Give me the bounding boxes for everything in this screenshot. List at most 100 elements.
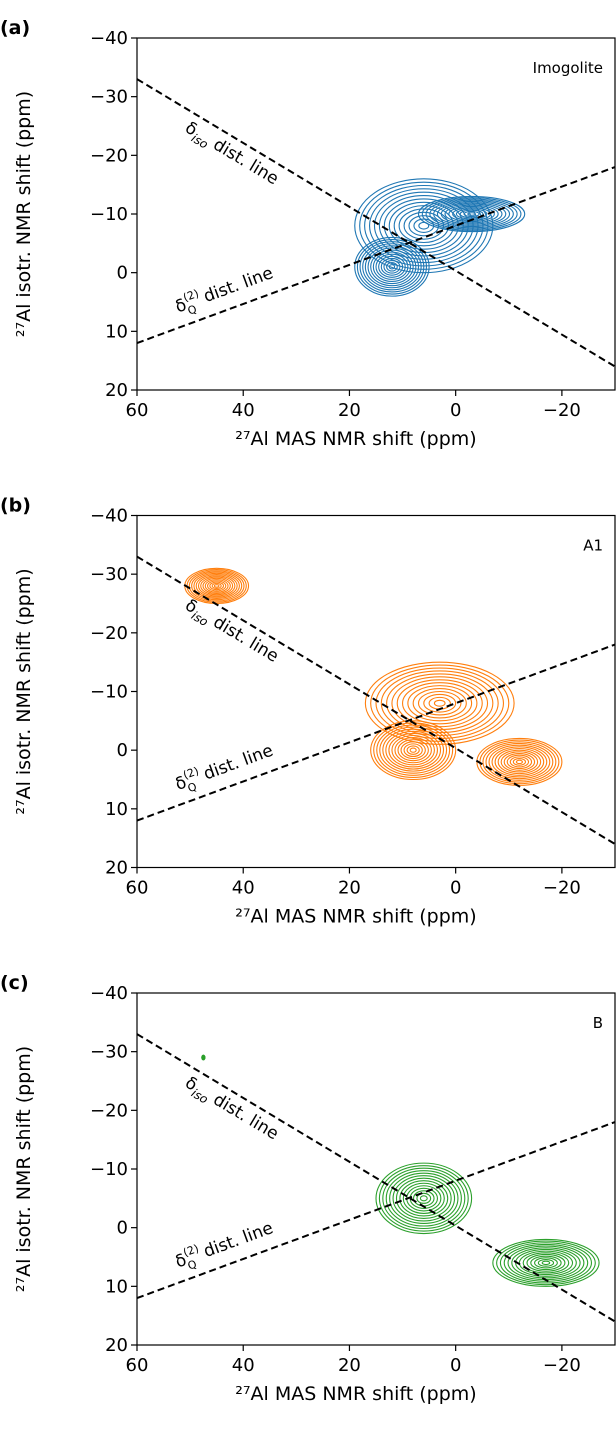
distribution-line [137, 643, 615, 822]
contour-level [403, 743, 423, 758]
contour-level [416, 1192, 432, 1204]
contour-level [383, 259, 401, 274]
x-tick-label: −20 [543, 400, 581, 421]
contour-level [499, 1242, 593, 1284]
contour-level [380, 670, 499, 737]
y-tick-label: −40 [90, 28, 128, 49]
contour-level [534, 1257, 558, 1269]
x-tick-label: 40 [232, 878, 255, 899]
contour-level [407, 685, 473, 722]
contour-level [367, 247, 417, 287]
x-tick-label: −20 [543, 878, 581, 899]
y-tick-label: 0 [117, 263, 128, 284]
panel-label: (c) [0, 972, 29, 994]
contour-level [459, 209, 484, 219]
contour-level [444, 204, 499, 224]
contour-level [211, 582, 222, 589]
line-label: δiso dist. line [180, 1073, 282, 1147]
contour-level [354, 236, 430, 297]
y-tick-label: 0 [117, 1218, 128, 1239]
label-sub: Q [186, 302, 199, 317]
contour-level [433, 200, 511, 228]
contour-level [389, 1172, 459, 1225]
x-tick-label: 0 [450, 1355, 461, 1376]
label-rest: dist. line [205, 132, 282, 189]
line-label: δiso dist. line [180, 595, 282, 669]
contour-level [394, 737, 432, 764]
contour-level [526, 1253, 566, 1272]
contour-level [409, 747, 417, 753]
contour-level [463, 210, 480, 218]
contour-level [191, 571, 243, 601]
contour-level [537, 1258, 555, 1267]
contour-level [197, 575, 236, 597]
contour-level [388, 264, 396, 270]
contour-level [195, 574, 238, 598]
contour-level [503, 1243, 589, 1282]
x-axis-label: ²⁷Al MAS NMR shift (ppm) [235, 906, 476, 928]
y-tick-label: −20 [90, 623, 128, 644]
line-label: δ(2)Q dist. line [172, 1215, 278, 1276]
contour-level [485, 742, 554, 781]
contour-level [364, 245, 420, 289]
y-tick-label: 20 [105, 1335, 128, 1356]
contour-level [511, 1247, 581, 1279]
contour-level [425, 198, 518, 230]
contour-level [496, 1240, 596, 1286]
distribution-line [137, 78, 615, 368]
annotation: Imogolite [533, 59, 603, 77]
contour-level [380, 257, 404, 276]
contour-level [419, 1195, 428, 1202]
contour-level [467, 212, 476, 216]
label-sub: Q [186, 1257, 199, 1272]
distribution-line [137, 166, 615, 345]
y-tick-label: 10 [105, 321, 128, 342]
x-tick-label: 20 [338, 400, 361, 421]
y-tick-label: 10 [105, 799, 128, 820]
contour-level [372, 251, 412, 283]
contour-level [376, 724, 451, 776]
x-tick-label: 0 [450, 400, 461, 421]
contour-level [506, 754, 533, 770]
contour-level [385, 730, 442, 770]
contour-level [402, 1182, 445, 1214]
y-tick-label: −10 [90, 682, 128, 703]
contour-level [382, 1167, 466, 1230]
contour-level [397, 739, 429, 762]
plot-area [137, 78, 615, 368]
contour-level [423, 693, 457, 713]
contour-level [193, 572, 240, 600]
line-label: δ(2)Q dist. line [172, 260, 278, 321]
plot-area [137, 555, 615, 845]
plot-area [137, 1033, 615, 1323]
contour-level [386, 262, 398, 272]
y-tick-label: 20 [105, 858, 128, 879]
contour-level [512, 757, 527, 766]
contour-level [370, 249, 414, 285]
distribution-line [137, 1121, 615, 1300]
contour-level [188, 570, 245, 602]
contour-level [509, 756, 530, 768]
y-tick-label: 0 [117, 740, 128, 761]
y-axis-label: ²⁷Al isotr. NMR shift (ppm) [13, 1046, 35, 1292]
label-sup: (2) [181, 764, 200, 782]
contour-level [399, 1180, 449, 1217]
label-rest: dist. line [205, 609, 282, 666]
axes-frame [136, 992, 616, 1346]
x-tick-label: 60 [126, 1355, 149, 1376]
contour-level [379, 726, 448, 774]
y-tick-label: −20 [90, 145, 128, 166]
contour-level [392, 1175, 456, 1222]
annotation: A1 [583, 537, 603, 555]
contour-level [429, 199, 514, 229]
y-tick-label: −40 [90, 506, 128, 527]
contour-level [402, 682, 478, 725]
contour-level [204, 579, 229, 593]
contour-level [541, 1260, 551, 1266]
contour-level [417, 195, 526, 233]
contour-level [385, 1170, 462, 1227]
contour-level [522, 1252, 570, 1274]
x-tick-label: 0 [450, 878, 461, 899]
contour-level [440, 203, 503, 225]
contour-level [395, 1177, 452, 1219]
